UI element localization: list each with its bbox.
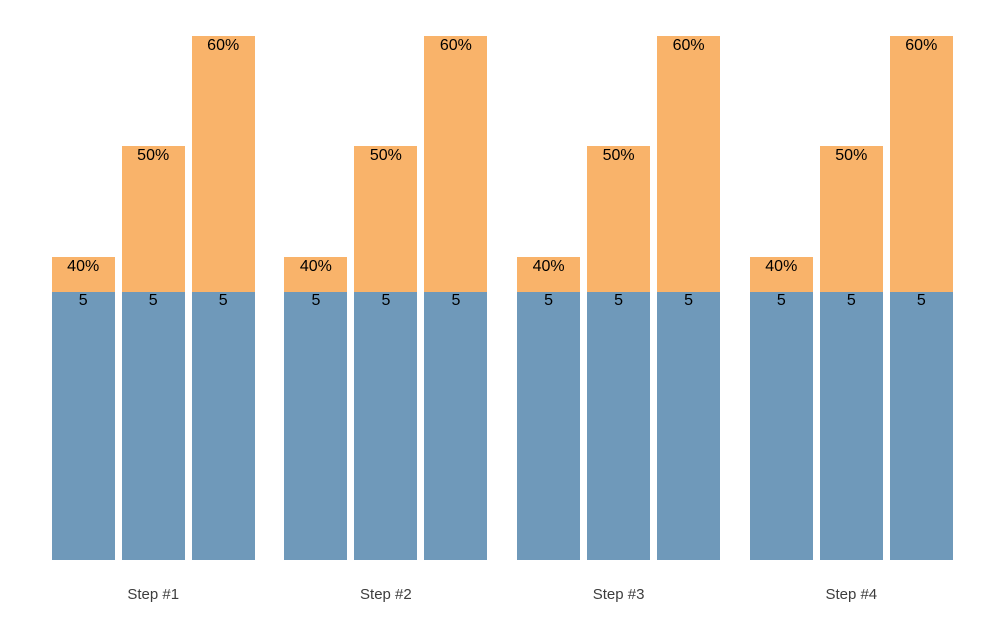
bar-base-label: 5 [451, 292, 461, 309]
bar-base-label: 5 [684, 292, 694, 309]
bar-base-label: 5 [78, 292, 88, 309]
bar-base-label: 5 [776, 292, 786, 309]
bar-base-label: 5 [148, 292, 158, 309]
bar-base-segment: 5 [657, 292, 721, 560]
stacked-bar: 40% 5 [284, 257, 348, 560]
bar-percent-label: 40% [67, 258, 100, 275]
bar-base-segment: 5 [424, 292, 488, 560]
bar-base-segment: 5 [354, 292, 418, 560]
bar-percent-label: 50% [369, 147, 402, 164]
bar-base-segment: 5 [121, 292, 185, 560]
bar-base-segment: 5 [889, 292, 953, 560]
bar-base-segment: 5 [587, 292, 651, 560]
stacked-bar: 60% 5 [191, 36, 255, 560]
bar-percent-label: 60% [672, 37, 705, 54]
stacked-bar: 60% 5 [424, 36, 488, 560]
stacked-bar: 50% 5 [121, 146, 185, 560]
bar-base-label: 5 [846, 292, 856, 309]
bar-percent-label: 40% [765, 258, 798, 275]
bar-base-label: 5 [381, 292, 391, 309]
stacked-bar: 50% 5 [819, 146, 883, 560]
bar-percent-label: 40% [532, 258, 565, 275]
bar-base-label: 5 [311, 292, 321, 309]
x-axis-group-label: Step #1 [127, 586, 180, 603]
bar-base-segment: 5 [517, 292, 581, 560]
bar-base-label: 5 [218, 292, 228, 309]
bar-base-segment: 5 [51, 292, 115, 560]
stacked-bar: 40% 5 [51, 257, 115, 560]
bar-percent-label: 40% [299, 258, 332, 275]
bar-base-segment: 5 [284, 292, 348, 560]
bar-base-segment: 5 [191, 292, 255, 560]
bar-percent-label: 60% [439, 37, 472, 54]
bar-percent-label: 50% [137, 147, 170, 164]
bar-base-label: 5 [916, 292, 926, 309]
stacked-bar: 60% 5 [889, 36, 953, 560]
x-axis-group-label: Step #3 [592, 586, 645, 603]
x-axis-group-label: Step #4 [825, 586, 878, 603]
bar-base-segment: 5 [749, 292, 813, 560]
stacked-bar: 50% 5 [354, 146, 418, 560]
stacked-bar: 50% 5 [587, 146, 651, 560]
bar-percent-label: 60% [207, 37, 240, 54]
bar-base-label: 5 [544, 292, 554, 309]
bar-base-segment: 5 [819, 292, 883, 560]
bar-percent-label: 50% [835, 147, 868, 164]
bar-base-label: 5 [614, 292, 624, 309]
stacked-bar: 40% 5 [517, 257, 581, 560]
stacked-bar: 60% 5 [657, 36, 721, 560]
bar-percent-label: 50% [602, 147, 635, 164]
bar-percent-label: 60% [905, 37, 938, 54]
stacked-bar: 40% 5 [749, 257, 813, 560]
x-axis-group-label: Step #2 [360, 586, 412, 603]
